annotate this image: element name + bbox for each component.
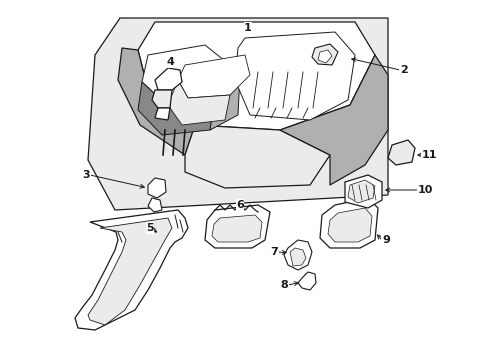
Polygon shape (319, 198, 377, 248)
Polygon shape (142, 45, 229, 108)
Polygon shape (148, 178, 165, 198)
Polygon shape (155, 108, 170, 120)
Polygon shape (387, 140, 414, 165)
Polygon shape (155, 68, 182, 90)
Text: 9: 9 (381, 235, 389, 245)
Polygon shape (289, 248, 305, 266)
Text: 1: 1 (244, 23, 251, 33)
Polygon shape (138, 82, 215, 135)
Text: 3: 3 (82, 170, 90, 180)
Text: 7: 7 (270, 247, 278, 257)
Polygon shape (184, 125, 329, 188)
Polygon shape (152, 90, 172, 108)
Polygon shape (235, 32, 354, 120)
Polygon shape (138, 22, 374, 130)
Polygon shape (317, 50, 331, 63)
Polygon shape (168, 80, 229, 125)
Polygon shape (178, 55, 249, 98)
Text: 4: 4 (166, 57, 174, 67)
Polygon shape (327, 208, 371, 242)
Polygon shape (311, 44, 337, 65)
Text: 6: 6 (236, 200, 244, 210)
Text: 5: 5 (146, 223, 154, 233)
Polygon shape (148, 198, 162, 212)
Polygon shape (347, 180, 374, 203)
Polygon shape (284, 240, 311, 270)
Polygon shape (88, 218, 172, 325)
Text: 8: 8 (280, 280, 287, 290)
Polygon shape (345, 175, 381, 208)
Polygon shape (75, 210, 187, 330)
Text: 10: 10 (417, 185, 432, 195)
Polygon shape (118, 48, 195, 155)
Text: 2: 2 (399, 65, 407, 75)
Polygon shape (280, 55, 387, 185)
Polygon shape (204, 205, 269, 248)
Polygon shape (297, 272, 315, 290)
Polygon shape (209, 65, 240, 130)
Polygon shape (88, 18, 387, 210)
Polygon shape (212, 215, 262, 242)
Text: 11: 11 (421, 150, 437, 160)
